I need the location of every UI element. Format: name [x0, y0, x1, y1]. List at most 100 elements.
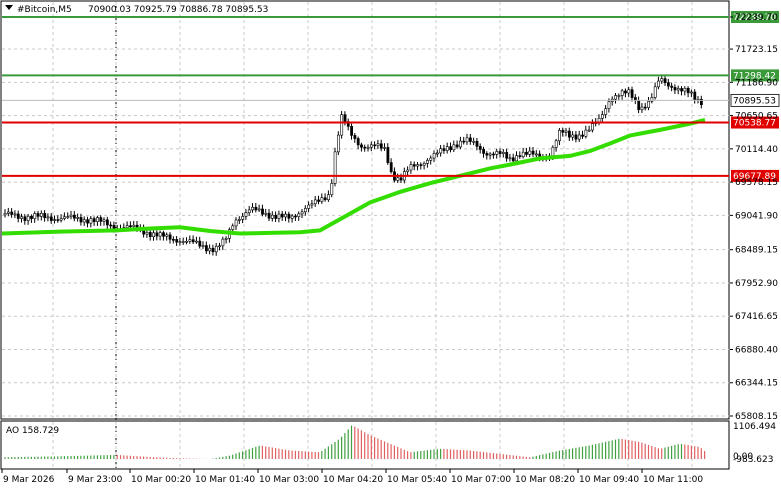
candle-body [630, 89, 634, 98]
candle-body [657, 80, 660, 88]
candle-body [267, 212, 271, 219]
candle-body [109, 224, 113, 227]
price-level-tag [731, 69, 779, 82]
candle-body [125, 225, 129, 228]
ao-tick-label: -983.623 [733, 455, 773, 465]
candle-body [462, 140, 466, 143]
candle-body [475, 140, 479, 147]
candle-body [353, 135, 357, 139]
candle-body [39, 213, 43, 217]
candle-body [300, 211, 304, 215]
candle-body [505, 152, 509, 159]
ao-label: AO 158.729 [6, 426, 59, 436]
main-panel-frame [0, 0, 730, 420]
candle-body [693, 91, 697, 100]
candle-body [73, 214, 76, 219]
price-levels[interactable]: 72239.70 71298.42 70538.77 69677.89 70895.53 [2, 11, 780, 182]
candle-body [501, 152, 505, 154]
candle-body [7, 211, 10, 214]
candle-body [419, 164, 423, 166]
candle-body [310, 203, 314, 206]
candle-body [99, 217, 103, 222]
candle-body [406, 169, 410, 172]
symbol-label: #Bitcoin,M5 [17, 5, 72, 15]
candle-body [492, 153, 495, 156]
candle-body [498, 151, 502, 154]
candle-body [3, 213, 7, 216]
candle-body [680, 88, 684, 92]
candle-body [145, 232, 149, 235]
candle-body [317, 199, 321, 202]
moving-average-line [1, 118, 706, 236]
candle-body [290, 215, 294, 219]
price-tick-label: 69041.90 [735, 211, 778, 221]
ao-histogram [4, 425, 706, 459]
candle-body [224, 238, 228, 240]
candle-body [600, 114, 604, 119]
candle-body [247, 209, 251, 213]
price-tick-label: 72239.70 [735, 13, 778, 23]
candle-body [238, 219, 241, 221]
candle-body [683, 87, 687, 92]
candle-body [472, 140, 476, 143]
candle-body [129, 225, 132, 228]
candle-body [264, 212, 268, 215]
candle-body [82, 219, 86, 223]
candle-body [531, 150, 535, 155]
time-tick-label: 10 Mar 08:20 [515, 475, 575, 485]
candle-body [155, 232, 159, 237]
candle-body [320, 197, 324, 202]
candle-body [241, 216, 245, 220]
candle-body [168, 234, 172, 240]
candle-body [16, 213, 20, 219]
price-level-label: 70538.77 [733, 119, 776, 129]
candle-body [214, 245, 218, 253]
candle-body [201, 245, 205, 247]
candle-body [56, 219, 60, 221]
candle-body [465, 137, 469, 143]
candle-body [670, 85, 674, 88]
candle-body [211, 247, 215, 253]
price-tick-label: 65808.15 [735, 412, 778, 422]
candle-body [650, 97, 654, 102]
candle-body [581, 134, 585, 137]
candle-body [396, 177, 400, 181]
candle-body [366, 146, 370, 149]
candle-body [399, 177, 403, 181]
candle-body [699, 98, 703, 105]
time-tick-label: 10 Mar 01:40 [195, 475, 255, 485]
candle-body [53, 219, 57, 221]
time-tick-label: 9 Mar 2026 [3, 475, 55, 485]
price-tick-label: 67952.90 [735, 279, 778, 289]
candle-body [647, 100, 651, 108]
dropdown-triangle-icon[interactable] [5, 5, 13, 10]
candle-body [686, 87, 690, 94]
candle-body [251, 206, 255, 211]
candle-body [66, 216, 70, 218]
price-level-label: 71298.42 [733, 71, 776, 81]
candle-body [59, 218, 63, 221]
candle-body [323, 197, 327, 201]
candle-body [633, 97, 637, 101]
candle-body [79, 217, 83, 223]
candle-body [185, 241, 189, 243]
candle-body [178, 241, 182, 243]
candle-body [617, 95, 621, 97]
candle-body [558, 130, 561, 142]
ao-tick-label: 1106.494 [733, 422, 776, 432]
candle-body [96, 217, 99, 222]
candle-body [102, 219, 106, 222]
candle-body [515, 155, 519, 162]
time-tick-label: 10 Mar 07:00 [451, 475, 511, 485]
candle-body [221, 238, 225, 247]
candle-body [528, 150, 532, 155]
candle-body [356, 138, 360, 146]
candle-body [218, 245, 222, 248]
time-tick-label: 10 Mar 04:20 [323, 475, 383, 485]
candle-body [416, 164, 420, 167]
price-tick-label: 69578.15 [735, 178, 778, 188]
candle-body [587, 129, 591, 132]
candle-body [643, 106, 647, 109]
